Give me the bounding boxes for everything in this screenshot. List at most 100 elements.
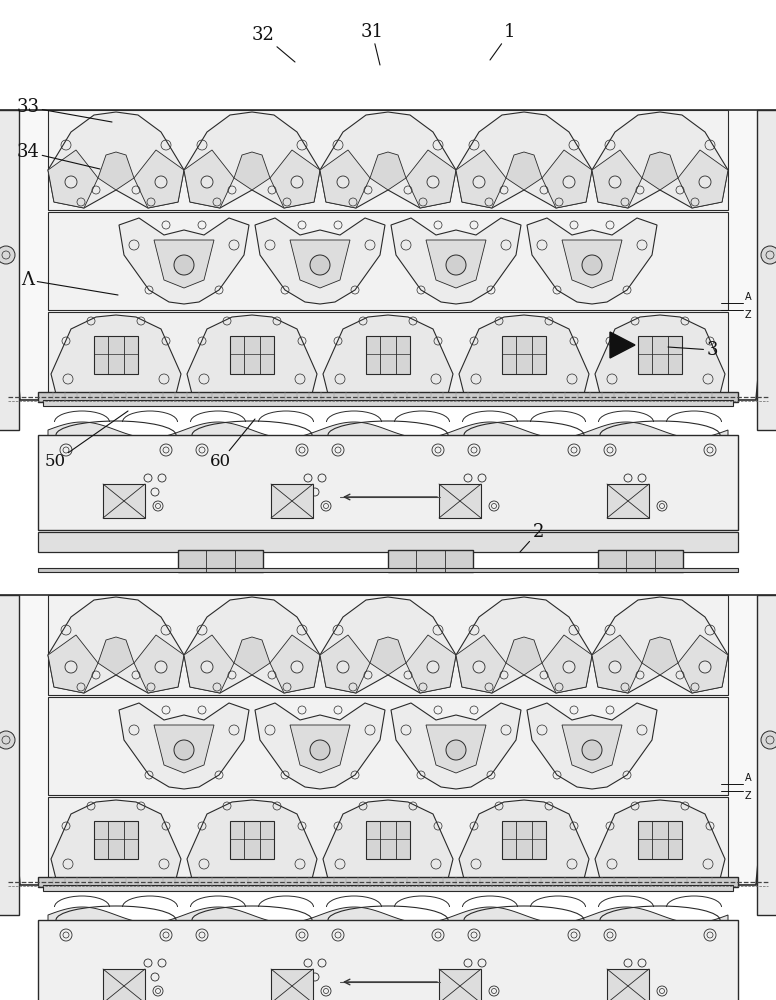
Circle shape [65, 661, 77, 673]
Polygon shape [406, 150, 456, 208]
Polygon shape [406, 635, 456, 693]
Bar [48, 797, 728, 890]
Bar [48, 312, 728, 405]
Polygon shape [542, 635, 592, 693]
Circle shape [291, 661, 303, 673]
Circle shape [609, 176, 621, 188]
Bar [366, 821, 410, 859]
Bar [598, 550, 683, 572]
Bar [0, 110, 19, 430]
Polygon shape [48, 150, 98, 208]
Polygon shape [456, 597, 592, 693]
Bar [38, 877, 738, 887]
Polygon shape [456, 112, 592, 208]
Polygon shape [119, 703, 249, 789]
Polygon shape [320, 635, 370, 693]
Polygon shape [184, 597, 320, 693]
Bar [94, 821, 138, 859]
Polygon shape [678, 635, 728, 693]
Bar [48, 212, 728, 310]
Polygon shape [592, 112, 728, 208]
Text: Λ: Λ [22, 271, 118, 295]
Circle shape [201, 176, 213, 188]
Polygon shape [0, 110, 776, 400]
Polygon shape [391, 218, 521, 304]
Bar [43, 400, 733, 406]
Polygon shape [270, 635, 320, 693]
Polygon shape [51, 315, 181, 394]
Circle shape [174, 255, 194, 275]
Bar [388, 550, 473, 572]
Circle shape [427, 661, 439, 673]
Text: Z: Z [745, 791, 752, 801]
Bar [439, 484, 481, 518]
Polygon shape [234, 637, 270, 675]
Polygon shape [642, 637, 678, 675]
Polygon shape [542, 150, 592, 208]
Polygon shape [320, 150, 370, 208]
Bar [48, 697, 728, 795]
Bar [48, 595, 728, 695]
Polygon shape [456, 635, 506, 693]
Text: 32: 32 [251, 26, 295, 62]
Circle shape [337, 176, 349, 188]
Polygon shape [134, 150, 184, 208]
Polygon shape [154, 725, 214, 773]
Polygon shape [48, 907, 728, 929]
Bar [43, 885, 733, 891]
Polygon shape [98, 152, 134, 190]
Polygon shape [527, 703, 657, 789]
Polygon shape [370, 637, 406, 675]
Circle shape [699, 661, 711, 673]
Circle shape [609, 661, 621, 673]
Bar [94, 336, 138, 374]
Polygon shape [0, 595, 776, 885]
Polygon shape [187, 315, 317, 394]
Polygon shape [678, 150, 728, 208]
Bar [757, 110, 776, 430]
Bar [103, 969, 145, 1000]
Circle shape [563, 176, 575, 188]
Polygon shape [98, 637, 134, 675]
Polygon shape [459, 800, 589, 879]
Circle shape [582, 255, 602, 275]
Bar [502, 821, 546, 859]
Polygon shape [592, 635, 642, 693]
Polygon shape [187, 800, 317, 879]
Circle shape [473, 176, 485, 188]
Polygon shape [592, 150, 642, 208]
Text: 1: 1 [490, 23, 516, 60]
Text: 60: 60 [210, 419, 255, 471]
Circle shape [0, 246, 15, 264]
Polygon shape [456, 150, 506, 208]
Bar [230, 821, 274, 859]
Text: 33: 33 [16, 98, 112, 122]
Polygon shape [255, 703, 385, 789]
Polygon shape [592, 597, 728, 693]
Text: 3: 3 [668, 341, 718, 359]
Polygon shape [234, 152, 270, 190]
Polygon shape [562, 725, 622, 773]
Polygon shape [527, 218, 657, 304]
Polygon shape [426, 725, 486, 773]
Polygon shape [562, 240, 622, 288]
Polygon shape [506, 152, 542, 190]
Polygon shape [48, 112, 184, 208]
Circle shape [155, 661, 167, 673]
Circle shape [761, 731, 776, 749]
Polygon shape [154, 240, 214, 288]
Polygon shape [134, 635, 184, 693]
Polygon shape [506, 637, 542, 675]
Bar [230, 336, 274, 374]
Polygon shape [595, 315, 725, 394]
Polygon shape [48, 422, 728, 444]
Text: 2: 2 [520, 523, 544, 552]
Circle shape [310, 255, 330, 275]
Polygon shape [642, 152, 678, 190]
Bar [178, 550, 263, 572]
Text: A: A [745, 292, 752, 302]
Bar [271, 484, 313, 518]
Circle shape [65, 176, 77, 188]
Polygon shape [184, 150, 234, 208]
Circle shape [427, 176, 439, 188]
